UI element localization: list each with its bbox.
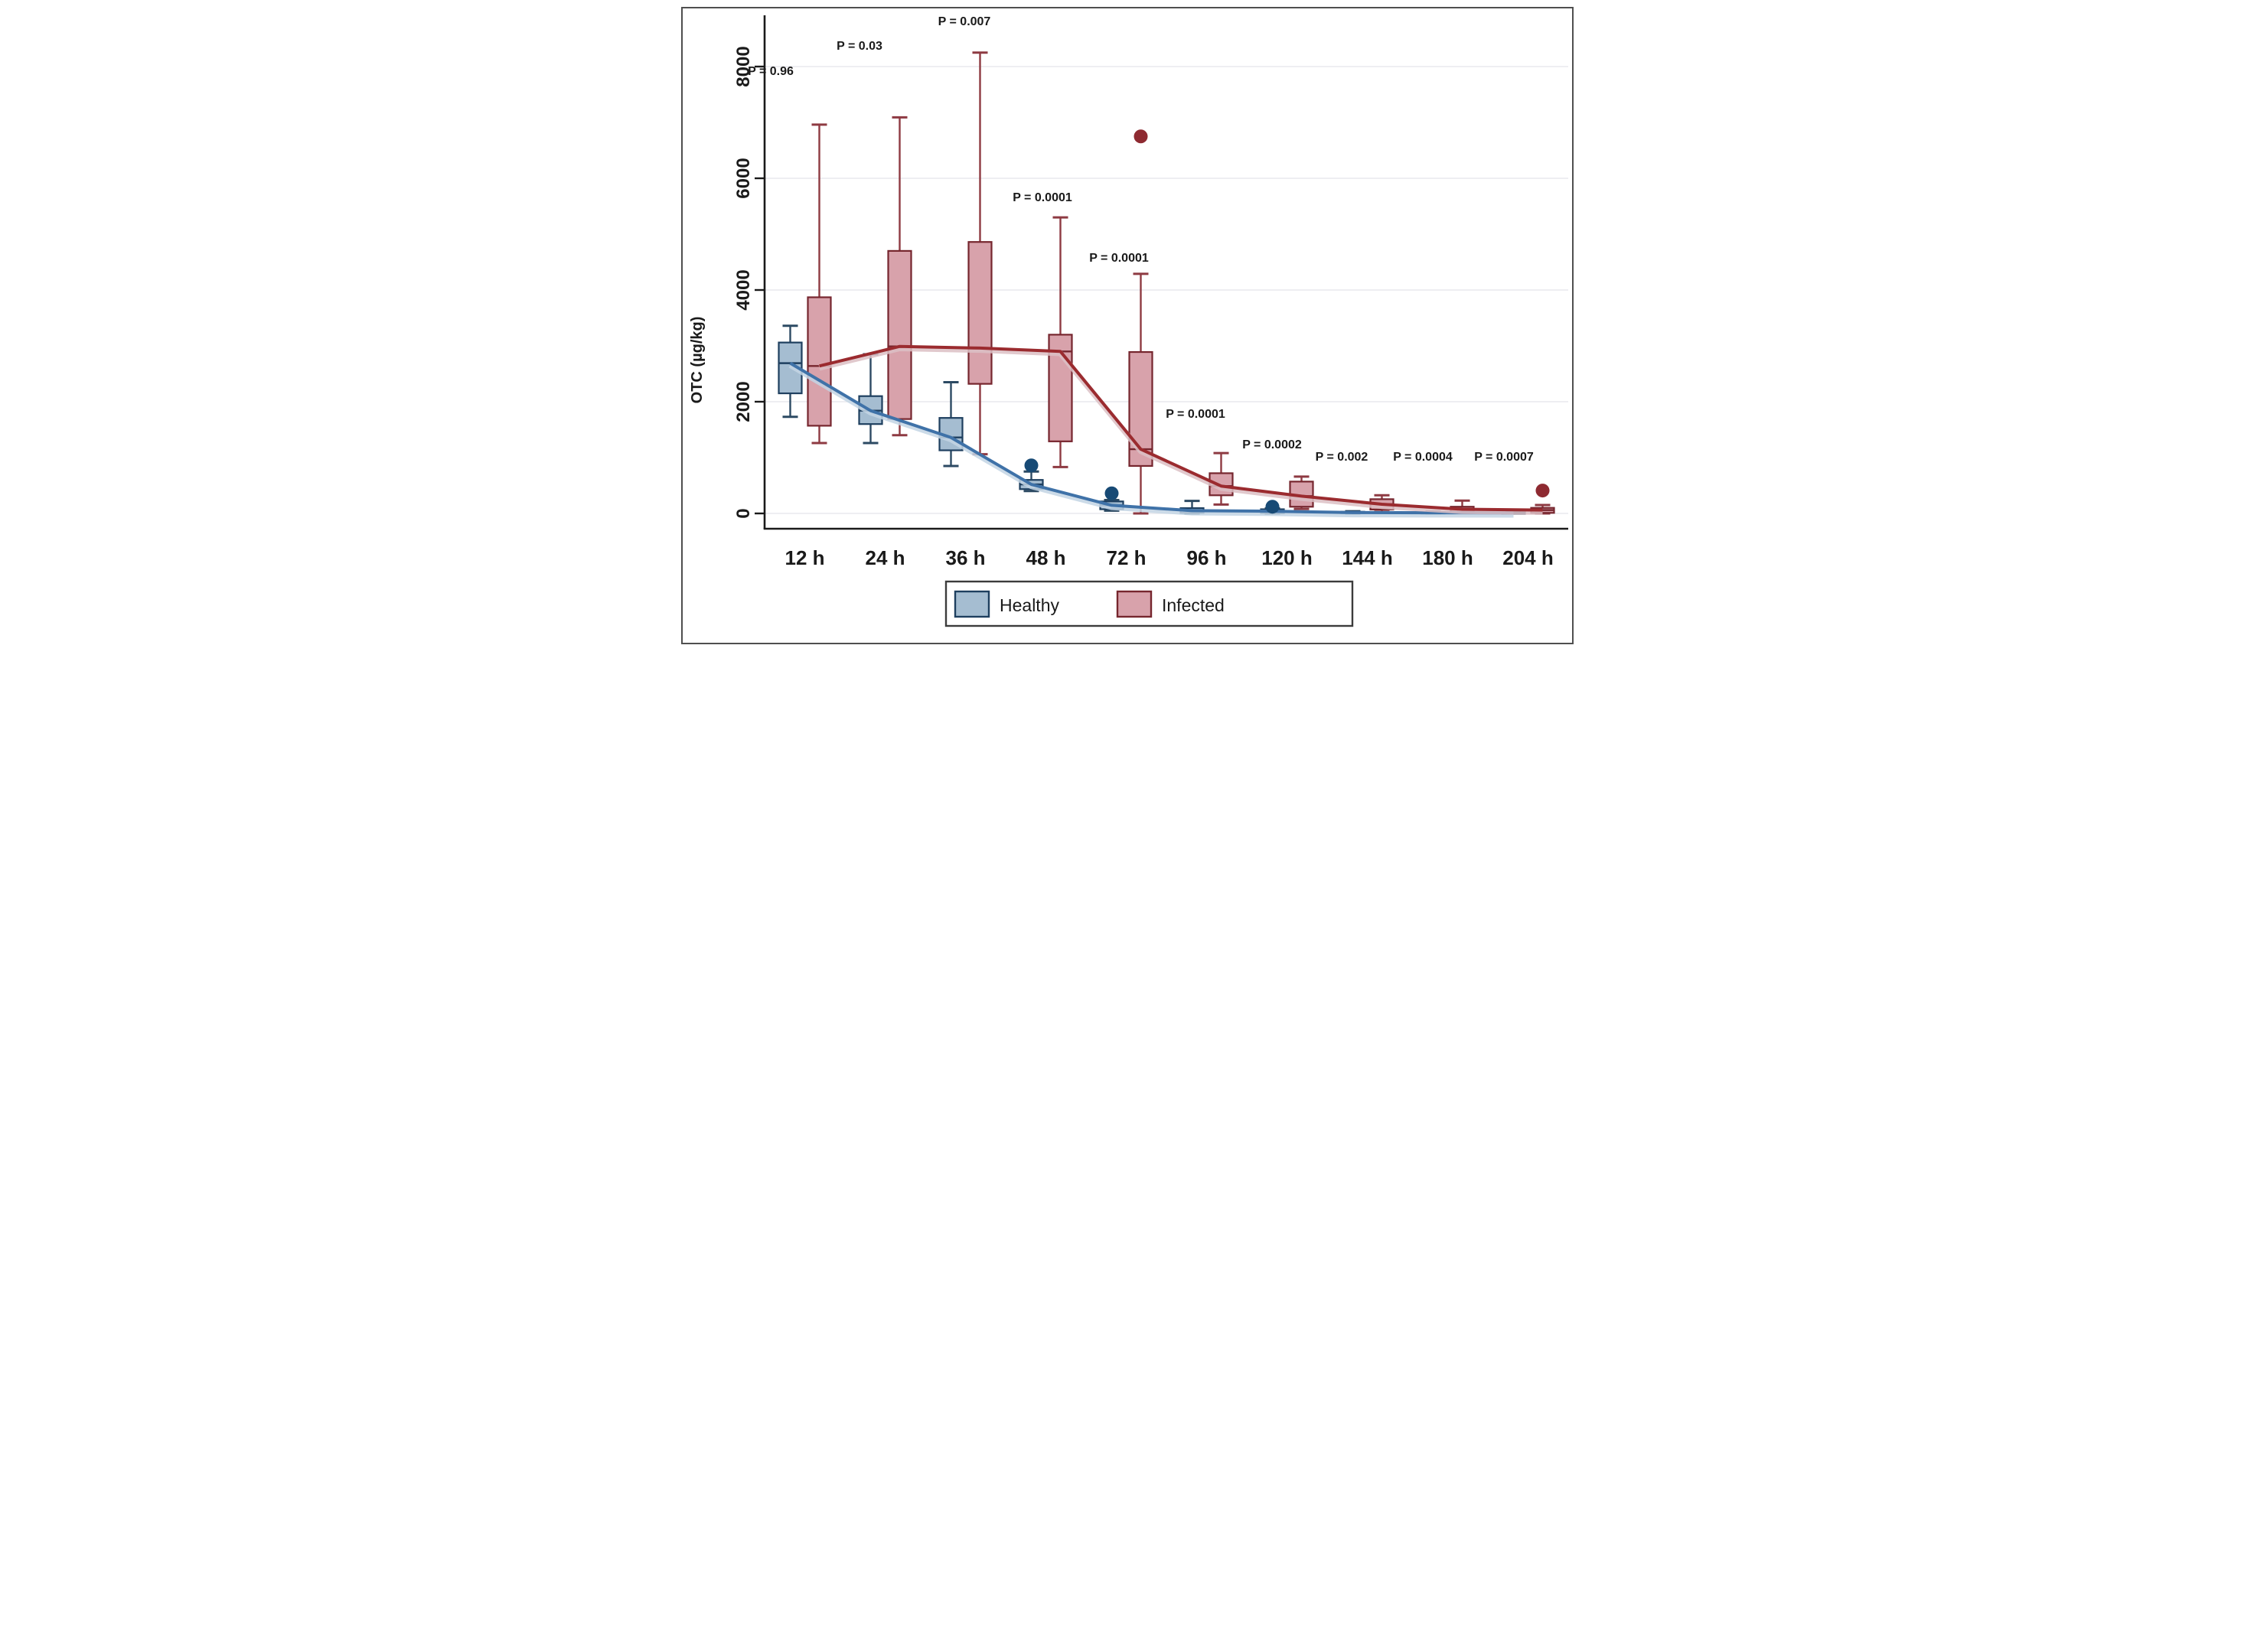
box-infected-36h: [967, 51, 993, 456]
axes: 0 2000 4000 6000 8000 12 h 24 h 36 h 48 h 72 h 96 …: [733, 15, 1568, 569]
p-label-120h: P = 0.0002: [1242, 438, 1302, 451]
p-label-96h: P = 0.0001: [1166, 408, 1225, 421]
outlier-dot-healthy-120h: [1265, 500, 1279, 514]
p-label-24h: P = 0.03: [837, 40, 882, 53]
x-tick-label-24h: 24 h: [865, 546, 905, 569]
box-infected-24h: [886, 116, 912, 437]
p-label-36h: P = 0.007: [938, 15, 990, 28]
box-infected-12h: [806, 123, 832, 445]
outlier-dot-infected-204h: [1535, 484, 1549, 498]
trend-halo-infected: [818, 345, 1543, 515]
x-tick-label-96h: 96 h: [1186, 546, 1226, 569]
trend-halo-healthy: [788, 362, 1514, 518]
legend-label-healthy: Healthy: [1000, 595, 1059, 615]
p-label-48h: P = 0.0001: [1013, 191, 1072, 204]
legend-swatch-infected: [1116, 590, 1152, 618]
iqr-box: [806, 296, 832, 427]
p-label-72h: P = 0.0001: [1089, 252, 1149, 265]
outlier-dot-healthy-72h: [1104, 486, 1118, 500]
x-tick-label-204h: 204 h: [1502, 546, 1554, 569]
x-tick-label-144h: 144 h: [1342, 546, 1393, 569]
p-label-204h: P = 0.0007: [1474, 451, 1534, 464]
outlier-dot-infected-72h: [1134, 129, 1147, 144]
outlier-dot-healthy-48h: [1024, 458, 1038, 473]
legend-label-infected: Infected: [1162, 595, 1225, 615]
x-tick-label-180h: 180 h: [1422, 546, 1473, 569]
y-tick-label-2000: 2000: [733, 381, 754, 422]
p-label-144h: P = 0.002: [1315, 451, 1368, 464]
y-tick-label-6000: 6000: [733, 158, 754, 198]
trend-line-infected: [818, 344, 1543, 512]
iqr-box: [886, 249, 912, 420]
otc-boxplot-figure: 0 2000 4000 6000 8000 12 h 24 h 36 h 48 h 72 h 96 …: [675, 0, 1579, 662]
x-tick-label-120h: 120 h: [1261, 546, 1313, 569]
figure-outer-border: [680, 7, 1574, 644]
y-tick-label-0: 0: [733, 508, 754, 518]
y-tick-label-8000: 8000: [733, 46, 754, 86]
y-axis-title: OTC (µg/kg): [689, 317, 706, 404]
y-tick-label-4000: 4000: [733, 269, 754, 310]
legend: Healthy Infected: [944, 580, 1353, 627]
figure-page: 0 2000 4000 6000 8000 12 h 24 h 36 h 48 h 72 h 96 …: [675, 0, 1579, 662]
box-infected-120h: [1288, 475, 1314, 510]
p-label-180h: P = 0.0004: [1393, 451, 1453, 464]
p-value-annotations: P = 0.96 P = 0.03 P = 0.007 P = 0.0001 P = 0…: [748, 15, 1534, 464]
legend-swatch-healthy: [954, 590, 990, 618]
p-label-12h: P = 0.96: [748, 65, 794, 78]
x-tick-label-72h: 72 h: [1106, 546, 1146, 569]
x-tick-label-12h: 12 h: [784, 546, 824, 569]
x-tick-label-48h: 48 h: [1026, 546, 1065, 569]
iqr-box: [967, 241, 993, 385]
trend-line-healthy: [788, 361, 1514, 515]
x-tick-label-36h: 36 h: [945, 546, 985, 569]
